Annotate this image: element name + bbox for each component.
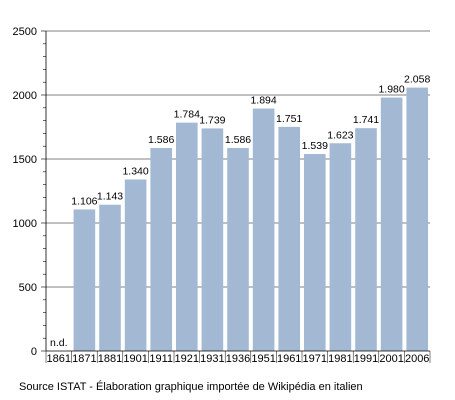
x-tick-label: 1911 [149,353,173,365]
bar [406,87,428,352]
data-label: 1.340 [122,165,148,177]
bar [201,128,224,351]
x-tick-label: 1981 [328,353,352,365]
x-tick-label: 1861 [47,353,71,365]
y-tick-label: 2500 [13,26,37,38]
source-note: Source ISTAT - Élaboration graphique imp… [19,381,363,393]
x-tick-label: 2006 [405,353,429,365]
data-label: 1.586 [225,134,251,146]
data-label: 1.623 [327,129,353,141]
data-label: 1.739 [199,114,225,126]
y-tick-label: 1500 [13,154,37,166]
bar [329,143,352,351]
x-tick-label: 1936 [226,353,250,365]
labels: 0 500 1000 1500 2000 2500 n.d. 1861 1.106 1871 1.1… [13,26,431,365]
data-label: 2.058 [404,74,430,86]
bar [278,126,300,351]
bar [355,128,377,351]
data-label: 1.894 [250,95,276,107]
y-tick-label: 2000 [13,90,37,102]
y-tick-label: 1000 [13,218,37,230]
y-tick-label: 0 [31,346,37,358]
data-label: 1.784 [174,109,200,121]
x-tick-label: 1871 [72,353,96,365]
data-label: 1.106 [71,195,97,207]
bar [176,122,198,351]
bar [99,204,121,351]
bar [304,154,326,351]
bar [73,209,96,351]
x-tick-label: 1921 [175,353,199,365]
x-tick-label: 1881 [98,353,122,365]
data-label: 1.741 [353,114,379,126]
data-label: n.d. [50,337,68,349]
x-tick-label: 2001 [379,353,403,365]
bar [150,147,172,351]
x-tick-label: 1991 [354,353,378,365]
bar [227,147,249,351]
axes [41,30,431,363]
x-tick-label: 1931 [200,353,224,365]
data-label: 1.539 [302,140,328,152]
x-tick-label: 1951 [251,353,275,365]
bar [252,108,275,352]
x-tick-label: 1961 [277,353,301,365]
bar [380,97,403,351]
bars [73,87,428,352]
data-label: 1.143 [97,191,123,203]
data-label: 1.751 [276,113,302,125]
bar [124,179,147,351]
data-label: 1.980 [378,84,404,96]
data-label: 1.586 [148,134,174,146]
x-tick-label: 1971 [303,353,327,365]
y-tick-label: 500 [19,282,37,294]
x-tick-label: 1901 [123,353,147,365]
